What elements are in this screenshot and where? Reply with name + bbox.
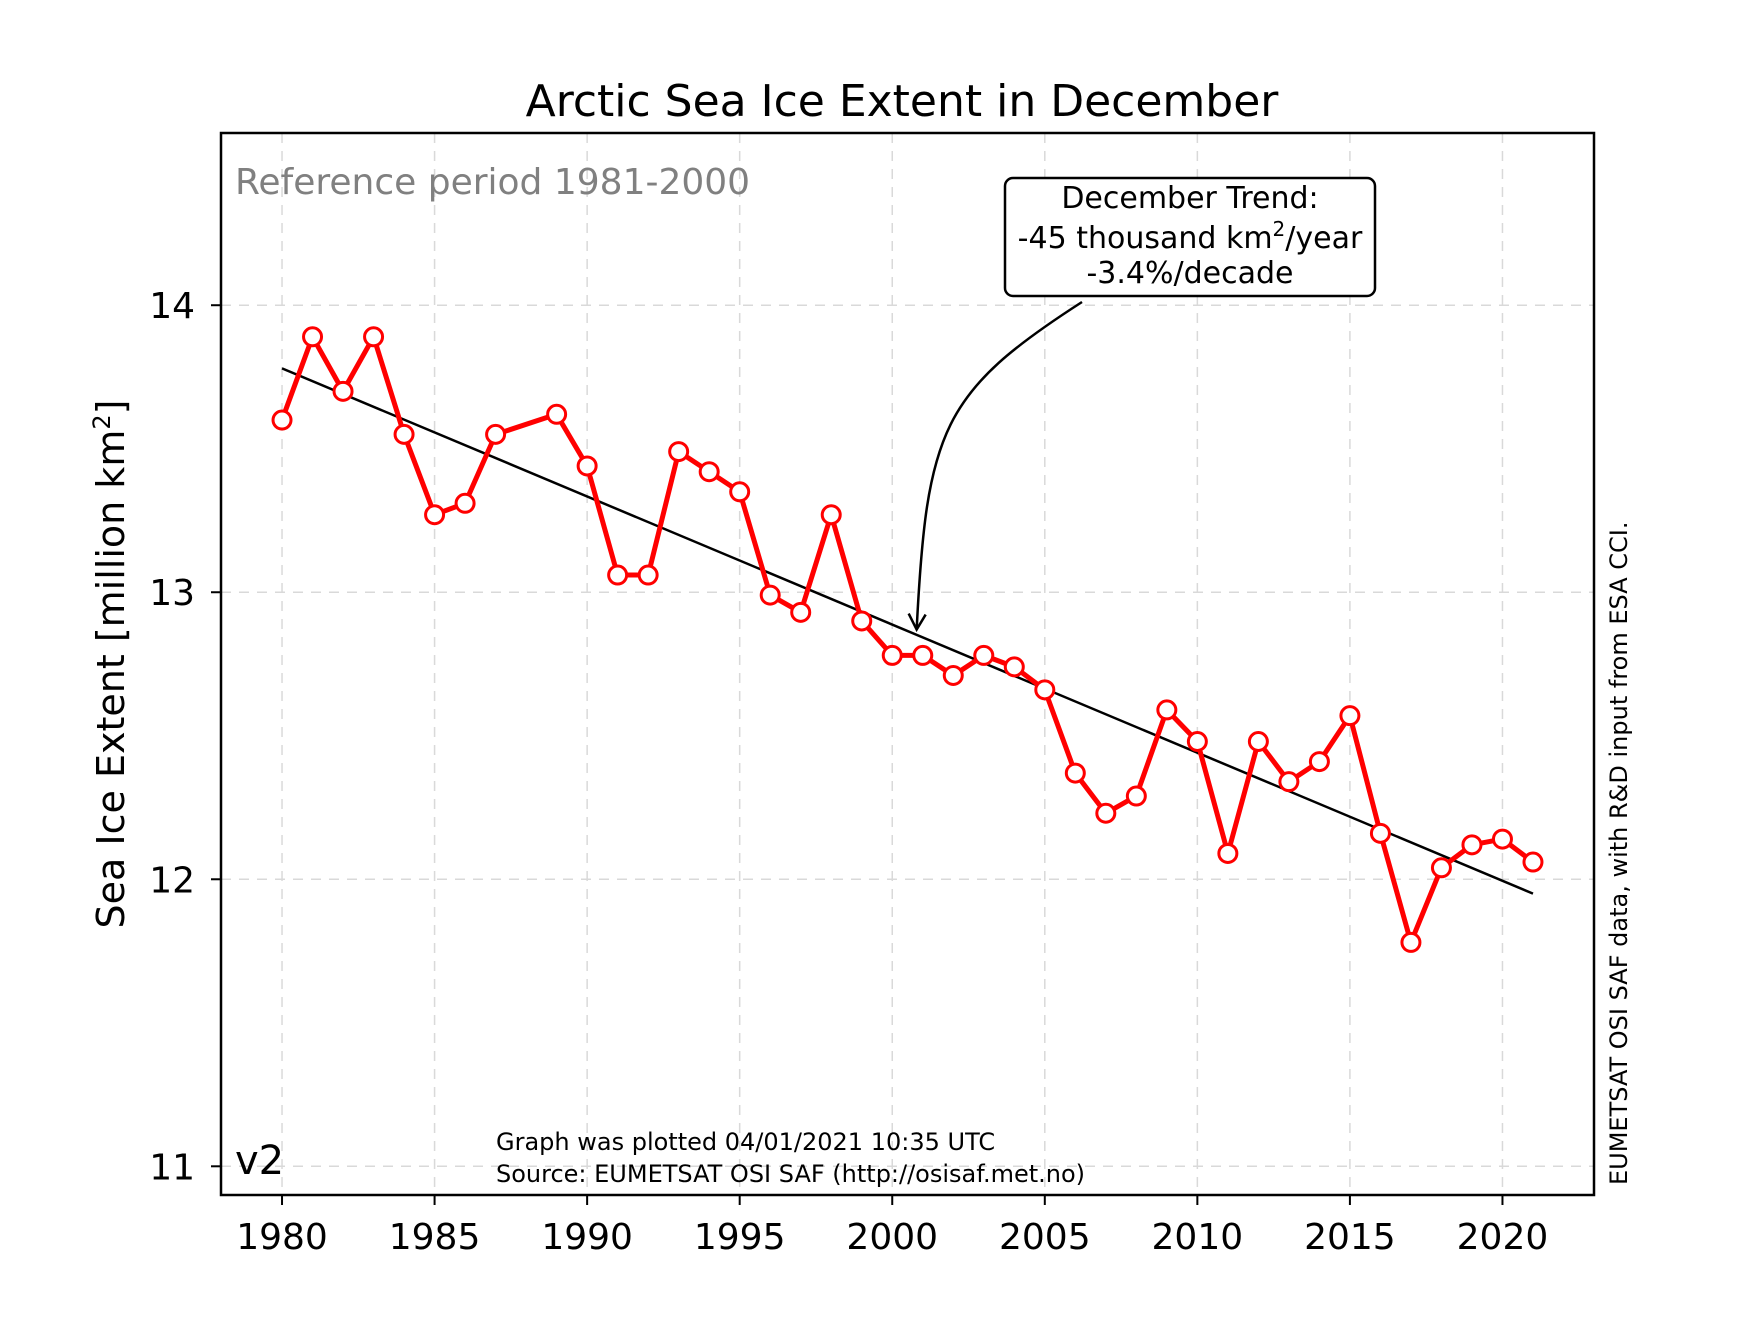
x-tick-label: 1980 — [236, 1217, 328, 1258]
y-tick-label: 11 — [149, 1147, 195, 1188]
data-point — [1156, 699, 1178, 721]
data-point — [1186, 730, 1208, 752]
series-layer — [271, 326, 1544, 953]
data-point — [912, 644, 934, 666]
data-point — [729, 481, 751, 503]
trend-annotation: December Trend: -45 thousand km2/year -3… — [907, 176, 1377, 633]
data-point — [942, 664, 964, 686]
x-tick-label: 1995 — [694, 1217, 786, 1258]
annotation-line-1: December Trend: — [1061, 181, 1318, 216]
data-point — [576, 455, 598, 477]
data-point — [1064, 762, 1086, 784]
data-point — [1095, 802, 1117, 824]
x-tick-label: 1985 — [389, 1217, 481, 1258]
data-point — [1339, 705, 1361, 727]
annotation-line-2-pre: -45 thousand km — [1018, 221, 1273, 256]
data-point — [271, 409, 293, 431]
y-axis: 11 12 13 14 — [149, 286, 221, 1188]
data-point — [698, 461, 720, 483]
data-point — [637, 564, 659, 586]
annotation-arrowhead — [907, 612, 927, 633]
data-point — [820, 504, 842, 526]
data-point — [1217, 842, 1239, 864]
x-tick-label: 2015 — [1304, 1217, 1396, 1258]
data-point — [790, 601, 812, 623]
data-point — [332, 380, 354, 402]
x-tick-label: 2005 — [999, 1217, 1091, 1258]
data-point — [607, 564, 629, 586]
data-point — [1522, 851, 1544, 873]
data-point — [973, 644, 995, 666]
annotation-box — [1003, 176, 1377, 298]
data-point — [1247, 730, 1269, 752]
data-point — [424, 504, 446, 526]
reference-period: Reference period 1981-2000 — [235, 162, 750, 203]
annotation-arrow — [915, 300, 1083, 630]
grid — [221, 133, 1594, 1195]
series-line — [279, 334, 1535, 945]
y-axis-label-end: ] — [89, 400, 133, 415]
source-note: Source: EUMETSAT OSI SAF (http://osisaf.… — [496, 1160, 1085, 1188]
version-label: v2 — [235, 1138, 284, 1184]
chart-title: Arctic Sea Ice Extent in December — [526, 76, 1280, 127]
data-point — [454, 492, 476, 514]
annotation-line-3: -3.4%/decade — [1086, 256, 1293, 291]
data-point — [881, 644, 903, 666]
y-tick-label: 12 — [149, 860, 195, 901]
y-axis-label-sup: 2 — [88, 414, 116, 429]
plot-frame — [219, 131, 1596, 1197]
x-tick-label: 1990 — [541, 1217, 633, 1258]
data-point — [1278, 771, 1300, 793]
y-axis-label-main: Sea Ice Extent [million km — [89, 430, 133, 929]
x-axis: 1980 1985 1990 1995 2000 2005 2010 2015 2020 — [236, 1195, 1548, 1258]
data-point — [1003, 656, 1025, 678]
plotted-note: Graph was plotted 04/01/2021 10:35 UTC — [496, 1128, 995, 1156]
x-tick-label: 2010 — [1152, 1217, 1244, 1258]
trend-layer — [281, 367, 1534, 895]
y-axis-label: Sea Ice Extent [million km2] — [88, 400, 133, 929]
data-point — [363, 326, 385, 348]
annotation-line-2: -45 thousand km2/year — [1018, 217, 1363, 256]
data-point — [302, 326, 324, 348]
annotation-line-2-sup: 2 — [1273, 217, 1286, 241]
data-point — [1430, 857, 1452, 879]
x-tick-label: 2020 — [1457, 1217, 1549, 1258]
y-tick-label: 13 — [149, 573, 195, 614]
x-tick-label: 2000 — [846, 1217, 938, 1258]
data-point — [1400, 931, 1422, 953]
data-point — [485, 423, 507, 445]
data-point — [851, 610, 873, 632]
data-point — [1034, 679, 1056, 701]
side-credit: EUMETSAT OSI SAF data, with R&D input fr… — [1605, 522, 1633, 1185]
data-point — [1125, 785, 1147, 807]
annotation-line-2-post: /year — [1285, 221, 1363, 256]
data-point — [1369, 822, 1391, 844]
trend-line — [281, 367, 1534, 895]
y-tick-label: 14 — [149, 286, 195, 327]
data-point — [1491, 828, 1513, 850]
data-point — [759, 584, 781, 606]
data-point — [1461, 834, 1483, 856]
data-point — [546, 403, 568, 425]
data-point — [668, 441, 690, 463]
data-point — [393, 423, 415, 445]
data-point — [1308, 751, 1330, 773]
